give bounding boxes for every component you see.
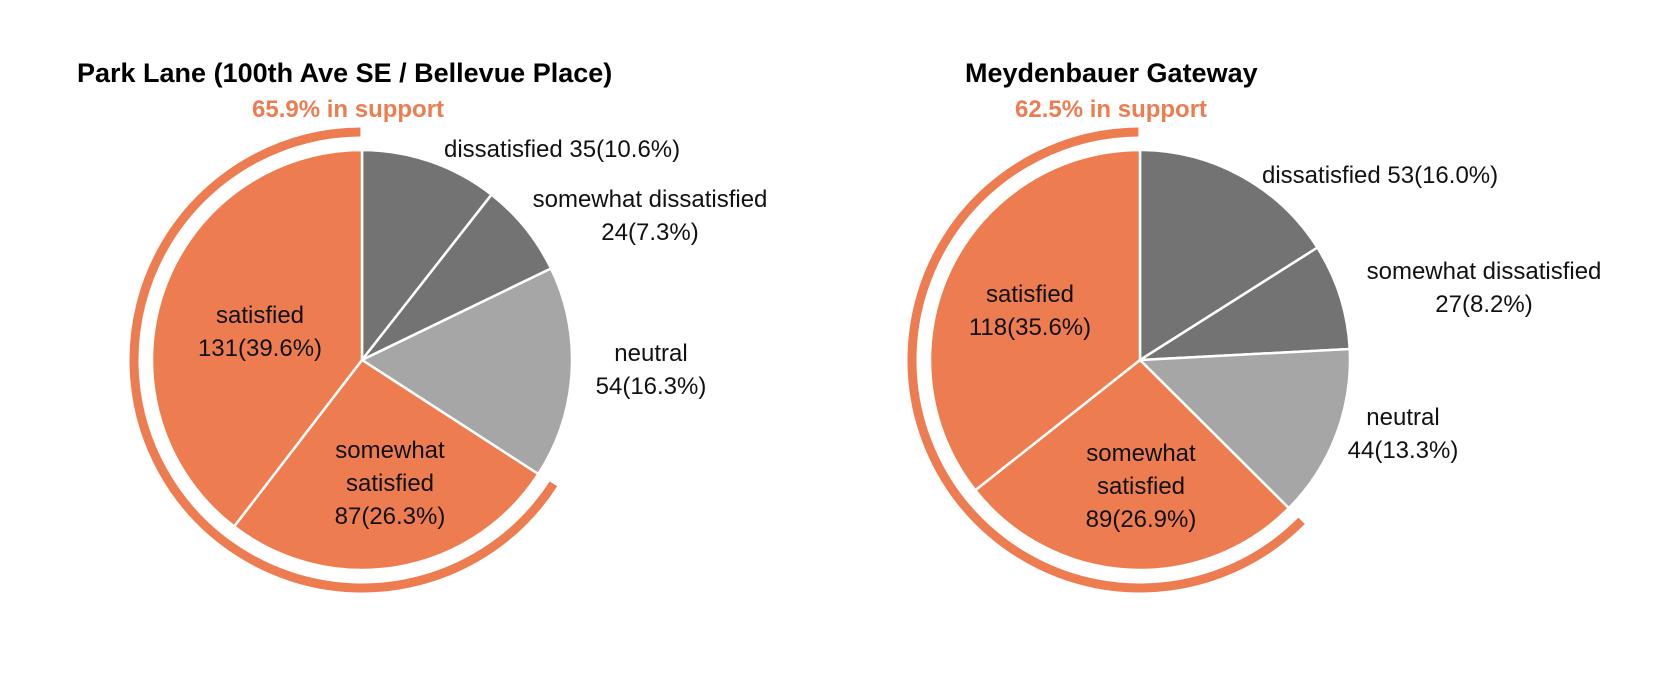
chart-2-subtitle: 62.5% in support <box>1015 96 1208 123</box>
chart-2-label-somewhat-satisfied: somewhat satisfied 89(26.9%) <box>1086 440 1197 533</box>
chart-1-slice-somewhat-satisfied <box>232 358 541 572</box>
chart-1-label-somewhat-dissatisfied: somewhat dissatisfied 24(7.3%) <box>533 186 768 246</box>
chart-1-title: Park Lane (100th Ave SE / Bellevue Place… <box>77 58 613 88</box>
chart-2-title: Meydenbauer Gateway <box>965 58 1258 88</box>
chart-2-label-satisfied: satisfied 118(35.6%) <box>969 281 1091 341</box>
chart-1-label-neutral: neutral 54(16.3%) <box>596 340 707 400</box>
chart-2-label-dissatisfied: dissatisfied 53(16.0%) <box>1262 162 1498 189</box>
chart-2-label-neutral: neutral 44(13.3%) <box>1348 404 1459 464</box>
chart-2-slice-dissatisfied <box>1138 148 1320 363</box>
chart-2-support-arc <box>907 127 1305 593</box>
chart-1-label-satisfied: satisfied 131(39.6%) <box>198 302 322 362</box>
chart-2-slice-satisfied <box>928 148 1142 493</box>
chart-2-slice-somewhat-dissatisfied <box>1135 245 1352 362</box>
chart-1-slice-neutral <box>359 266 574 476</box>
chart-1-label-dissatisfied: dissatisfied 35(10.6%) <box>444 136 680 163</box>
chart-1-slice-dissatisfied <box>360 148 494 364</box>
chart-1-slice-satisfied <box>150 148 364 529</box>
chart-2-slice-somewhat-satisfied <box>973 358 1291 572</box>
chart-1-subtitle: 65.9% in support <box>252 96 445 123</box>
chart-2-label-somewhat-dissatisfied: somewhat dissatisfied 27(8.2%) <box>1367 258 1602 318</box>
chart-2-slice-neutral <box>1137 347 1352 510</box>
chart-1-label-somewhat-satisfied: somewhat satisfied 87(26.3%) <box>335 437 446 530</box>
chart-1-support-arc <box>129 127 558 593</box>
